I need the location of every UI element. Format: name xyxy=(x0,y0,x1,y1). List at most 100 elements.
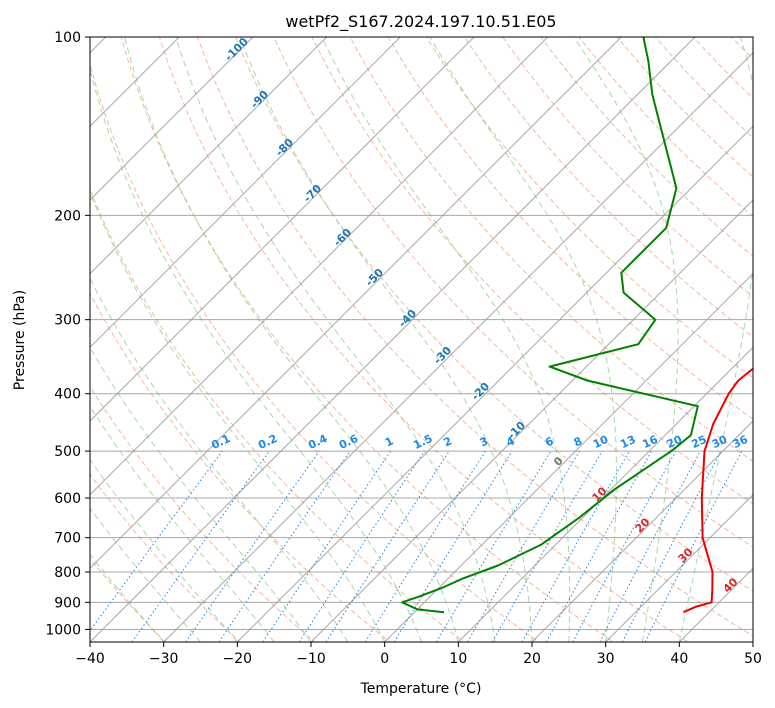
dry-adiabat-label: 40 xyxy=(721,575,741,595)
moist-adiabat xyxy=(90,553,165,642)
isotherm-line xyxy=(605,493,753,642)
dry-adiabat xyxy=(90,385,316,642)
isotherm-line xyxy=(90,37,622,570)
moist-adiabat xyxy=(90,67,422,642)
series-layer xyxy=(401,37,753,614)
x-tick-label: 20 xyxy=(523,651,541,667)
dry-adiabat-label: -50 xyxy=(363,266,386,289)
isotherm-line xyxy=(163,51,753,642)
grid-layer xyxy=(90,24,775,654)
isotherm-line xyxy=(752,641,753,642)
mixing-ratio-line xyxy=(325,450,450,642)
mixing-ratio-label: 16 xyxy=(640,433,660,451)
mixing-ratio-line xyxy=(435,450,552,642)
dry-adiabat xyxy=(692,37,753,99)
moist-adiabat xyxy=(678,37,753,642)
x-tick-label: −20 xyxy=(223,651,253,667)
mixing-ratio-label: 30 xyxy=(710,433,730,451)
y-tick-label: 900 xyxy=(54,595,81,611)
dry-adiabat-label: -80 xyxy=(273,136,296,159)
isotherm-line xyxy=(90,37,328,275)
moist-adiabat xyxy=(429,37,617,642)
x-tick-label: −30 xyxy=(149,651,179,667)
dry-adiabat xyxy=(90,188,465,642)
mixing-ratio-line xyxy=(262,450,392,642)
isotherm-line xyxy=(90,37,254,201)
y-tick-label: 800 xyxy=(54,565,81,581)
dry-adiabat xyxy=(90,473,241,642)
moist-adiabat xyxy=(321,37,571,642)
mixing-ratio-label: 0.2 xyxy=(256,432,279,452)
mixing-ratio-label: 20 xyxy=(665,433,685,451)
dry-adiabat xyxy=(425,37,753,379)
dry-adiabat xyxy=(90,557,167,642)
dry-adiabat-label: -60 xyxy=(331,226,354,249)
isotherm-line xyxy=(90,37,696,642)
dry-adiabat-label: -30 xyxy=(431,344,454,367)
dry-adiabat xyxy=(311,37,753,505)
y-tick-label: 200 xyxy=(54,208,81,224)
y-tick-label: 700 xyxy=(54,531,81,547)
plot-frame xyxy=(89,36,754,643)
y-tick-label: 600 xyxy=(54,491,81,507)
y-tick-label: 100 xyxy=(54,30,81,46)
mixing-ratio-line xyxy=(218,450,351,642)
mixing-ratio-label: 0.1 xyxy=(209,432,232,452)
moist-adiabat xyxy=(90,405,275,642)
dry-adiabat xyxy=(197,37,753,637)
dry-adiabat xyxy=(90,62,540,642)
dry-adiabat-label: 10 xyxy=(590,484,610,504)
isotherm-line xyxy=(236,125,753,642)
mixing-ratio-label: 8 xyxy=(572,434,584,449)
dry-adiabat xyxy=(730,37,753,60)
x-tick-label: 10 xyxy=(449,651,467,667)
isotherm-line xyxy=(90,37,475,422)
x-tick-label: −10 xyxy=(296,651,326,667)
moist-adiabat xyxy=(90,346,312,642)
dry-adiabat xyxy=(757,24,775,654)
mixing-ratio-label: 25 xyxy=(689,433,708,451)
isotherm-line xyxy=(90,37,401,349)
temperature-profile-line xyxy=(683,367,753,614)
isotherm-line xyxy=(457,346,753,642)
dry-adiabat-label: 20 xyxy=(633,515,653,535)
dry-adiabat xyxy=(349,37,753,462)
x-axis-title: Temperature (°C) xyxy=(360,681,482,697)
x-tick-label: 0 xyxy=(380,651,389,667)
mixing-ratio-line xyxy=(521,450,630,642)
tick-layer: −40 −30 −20 −10 0 10 20 30 40 50 100 200 300 400 500 60… xyxy=(45,30,762,667)
dry-adiabat xyxy=(90,292,391,642)
y-tick-label: 300 xyxy=(54,313,81,329)
dry-adiabat-label: -100 xyxy=(222,35,251,64)
mixing-ratio-label: 2 xyxy=(442,434,454,449)
mixing-ratio-line xyxy=(572,450,677,642)
mixing-ratio-line xyxy=(90,450,223,632)
moist-adiabat xyxy=(90,190,386,642)
mixing-ratio-label: 3 xyxy=(478,434,490,449)
moist-adiabat xyxy=(573,37,679,642)
dry-adiabat-label: 30 xyxy=(676,545,696,565)
dry-adiabat xyxy=(578,37,753,218)
mixing-ratio-label: 13 xyxy=(618,433,637,451)
mixing-ratio-label: 0.4 xyxy=(306,432,329,452)
isotherm-line xyxy=(384,272,753,642)
moist-adiabat xyxy=(175,37,496,642)
moist-adiabat xyxy=(90,507,201,642)
isotherm-line xyxy=(531,420,753,642)
dry-adiabat xyxy=(235,37,753,592)
y-tick-label: 500 xyxy=(54,444,81,460)
moist-adiabat xyxy=(90,277,349,642)
mixing-ratio-line xyxy=(131,450,270,642)
mixing-ratio-line xyxy=(621,450,722,642)
x-tick-label: −40 xyxy=(75,651,105,667)
dry-adiabat xyxy=(463,37,753,338)
mixing-ratio-line xyxy=(644,450,743,642)
line-label-layer: 0.1 0.2 0.4 0.6 1 1.5 2 3 4 6 8 10 13 16 20 25 30 36-100-… xyxy=(209,35,750,596)
dry-adiabat xyxy=(158,37,690,642)
mixing-ratio-label: 1 xyxy=(383,434,395,449)
dewpoint-profile-line xyxy=(401,37,699,614)
y-tick-label: 1000 xyxy=(45,622,81,638)
dry-adiabat-label: -70 xyxy=(301,182,324,205)
y-axis-title: Pressure (hPa) xyxy=(12,290,28,390)
mixing-ratio-line xyxy=(393,450,513,642)
